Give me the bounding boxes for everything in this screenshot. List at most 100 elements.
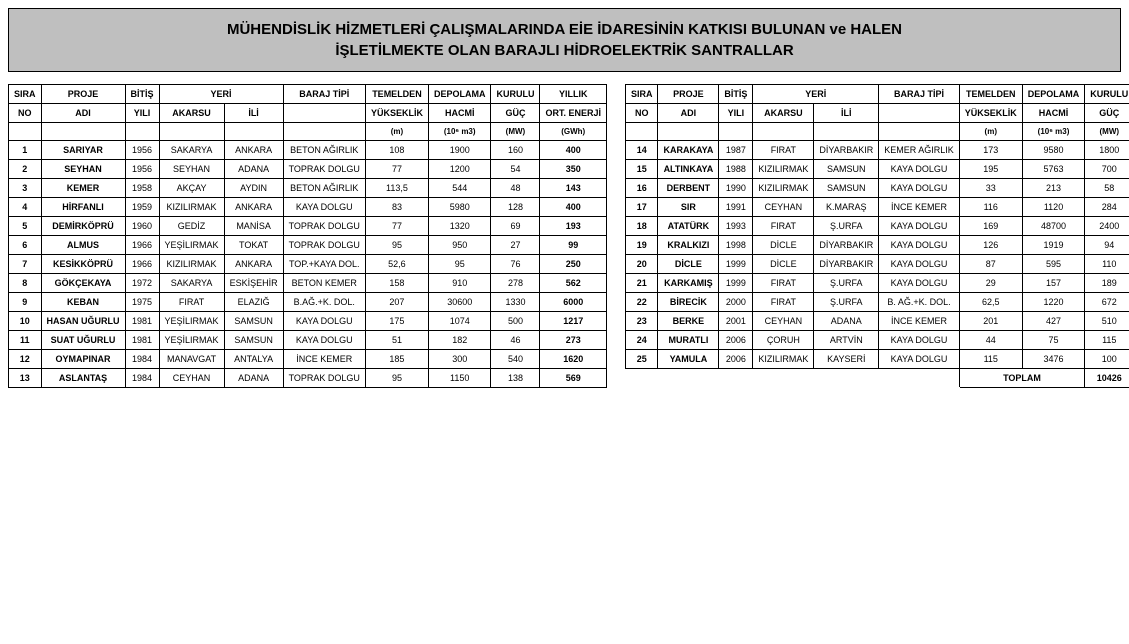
cell-guc: 672	[1085, 293, 1129, 312]
h-yili: YILI	[125, 104, 159, 123]
cell-en: 250	[540, 255, 607, 274]
cell-guc: 110	[1085, 255, 1129, 274]
cell-adi: ATATÜRK	[658, 217, 719, 236]
right-table-head: SIRA PROJE BİTİŞ YERİ BARAJ TİPİ TEMELDE…	[625, 85, 1129, 141]
cell-yuk: 207	[365, 293, 428, 312]
cell-no: 21	[625, 274, 658, 293]
cell-il: SAMSUN	[224, 331, 283, 350]
cell-yil: 2000	[719, 293, 753, 312]
cell-yil: 1998	[719, 236, 753, 255]
cell-adi: SEYHAN	[41, 160, 125, 179]
cell-yuk: 173	[959, 141, 1022, 160]
cell-hac: 1150	[428, 369, 491, 388]
cell-guc: 160	[491, 141, 540, 160]
cell-no: 2	[9, 160, 42, 179]
cell-guc: 138	[491, 369, 540, 388]
h-ortenerji: ORT. ENERJİ	[540, 104, 607, 123]
h-bitis-r: BİTİŞ	[719, 85, 753, 104]
cell-akarsu: SAKARYA	[159, 141, 224, 160]
cell-yil: 1999	[719, 274, 753, 293]
table-row: 24MURATLI2006ÇORUHARTVİNKAYA DOLGU447511…	[625, 331, 1129, 350]
cell-akarsu: CEYHAN	[753, 198, 814, 217]
cell-yil: 1960	[125, 217, 159, 236]
table-row: 6ALMUS1966YEŞİLIRMAKTOKATTOPRAK DOLGU959…	[9, 236, 607, 255]
cell-yil: 1975	[125, 293, 159, 312]
table-row: 23BERKE2001CEYHANADANAİNCE KEMER20142751…	[625, 312, 1129, 331]
cell-yuk: 77	[365, 160, 428, 179]
cell-adi: KEMER	[41, 179, 125, 198]
cell-tip: TOPRAK DOLGU	[283, 160, 365, 179]
h-akarsu: AKARSU	[159, 104, 224, 123]
cell-guc: 2400	[1085, 217, 1129, 236]
cell-akarsu: KIZILIRMAK	[159, 255, 224, 274]
cell-akarsu: KIZILIRMAK	[753, 179, 814, 198]
cell-akarsu: AKÇAY	[159, 179, 224, 198]
cell-hac: 3476	[1022, 350, 1085, 369]
cell-yil: 1990	[719, 179, 753, 198]
cell-il: Ş.URFA	[814, 293, 879, 312]
cell-il: ESKİŞEHİR	[224, 274, 283, 293]
right-table-body: 14KARAKAYA1987FIRATDİYARBAKIRKEMER AĞIRL…	[625, 141, 1129, 369]
cell-en: 569	[540, 369, 607, 388]
cell-yil: 1966	[125, 236, 159, 255]
u-m3: (10⁶ m3)	[428, 123, 491, 141]
cell-en: 6000	[540, 293, 607, 312]
cell-tip: KAYA DOLGU	[879, 160, 960, 179]
cell-guc: 128	[491, 198, 540, 217]
cell-yil: 1981	[125, 331, 159, 350]
cell-akarsu: YEŞİLIRMAK	[159, 236, 224, 255]
table-row: 4HİRFANLI1959KIZILIRMAKANKARAKAYA DOLGU8…	[9, 198, 607, 217]
cell-il: ADANA	[224, 160, 283, 179]
h-hacmi: HACMİ	[428, 104, 491, 123]
cell-guc: 278	[491, 274, 540, 293]
cell-tip: KAYA DOLGU	[879, 236, 960, 255]
cell-tip: KAYA DOLGU	[879, 179, 960, 198]
table-row: 22BİRECİK2000FIRATŞ.URFAB. AĞ.+K. DOL.62…	[625, 293, 1129, 312]
cell-guc: 58	[1085, 179, 1129, 198]
h-sira: SIRA	[9, 85, 42, 104]
h-depolama-r: DEPOLAMA	[1022, 85, 1085, 104]
cell-akarsu: DİCLE	[753, 236, 814, 255]
cell-no: 12	[9, 350, 42, 369]
cell-hac: 1919	[1022, 236, 1085, 255]
cell-hac: 5763	[1022, 160, 1085, 179]
h-no-r: NO	[625, 104, 658, 123]
cell-yil: 1958	[125, 179, 159, 198]
cell-no: 4	[9, 198, 42, 217]
cell-adi: GÖKÇEKAYA	[41, 274, 125, 293]
total-blank	[625, 369, 959, 388]
cell-yil: 1956	[125, 141, 159, 160]
cell-yil: 1987	[719, 141, 753, 160]
tables-wrap: SIRA PROJE BİTİŞ YERİ BARAJ TİPİ TEMELDE…	[8, 84, 1121, 388]
cell-tip: B.AĞ.+K. DOL.	[283, 293, 365, 312]
cell-tip: KAYA DOLGU	[283, 198, 365, 217]
table-row: 9KEBAN1975FIRATELAZIĞB.AĞ.+K. DOL.207306…	[9, 293, 607, 312]
table-row: 15ALTINKAYA1988KIZILIRMAKSAMSUNKAYA DOLG…	[625, 160, 1129, 179]
cell-tip: TOPRAK DOLGU	[283, 369, 365, 388]
table-row: 13ASLANTAŞ1984CEYHANADANATOPRAK DOLGU951…	[9, 369, 607, 388]
cell-adi: KEBAN	[41, 293, 125, 312]
cell-yil: 1984	[125, 369, 159, 388]
h-baraj-r: BARAJ TİPİ	[879, 85, 960, 104]
total-label: TOPLAM	[959, 369, 1085, 388]
cell-yil: 1984	[125, 350, 159, 369]
cell-akarsu: MANAVGAT	[159, 350, 224, 369]
cell-akarsu: FIRAT	[753, 217, 814, 236]
cell-hac: 1120	[1022, 198, 1085, 217]
cell-il: DİYARBAKIR	[814, 141, 879, 160]
cell-yuk: 95	[365, 369, 428, 388]
u-blank-cr	[719, 123, 753, 141]
cell-adi: ALTINKAYA	[658, 160, 719, 179]
cell-yuk: 116	[959, 198, 1022, 217]
h-kurulu: KURULU	[491, 85, 540, 104]
cell-tip: TOPRAK DOLGU	[283, 217, 365, 236]
table-row: 16DERBENT1990KIZILIRMAKSAMSUNKAYA DOLGU3…	[625, 179, 1129, 198]
cell-akarsu: CEYHAN	[753, 312, 814, 331]
table-row: 5DEMİRKÖPRÜ1960GEDİZMANİSATOPRAK DOLGU77…	[9, 217, 607, 236]
cell-no: 14	[625, 141, 658, 160]
cell-no: 9	[9, 293, 42, 312]
cell-guc: 500	[491, 312, 540, 331]
cell-hac: 157	[1022, 274, 1085, 293]
cell-hac: 544	[428, 179, 491, 198]
h-temelden: TEMELDEN	[365, 85, 428, 104]
